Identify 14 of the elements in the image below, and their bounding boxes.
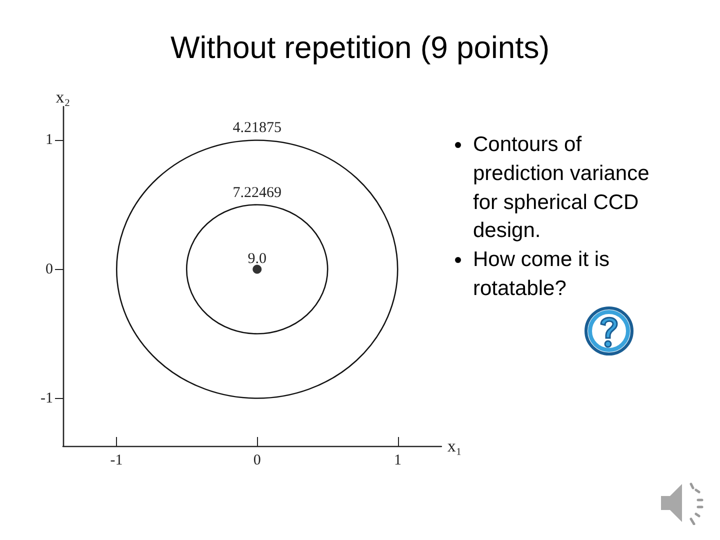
y-tick-label: 1 <box>46 132 53 148</box>
y-tick-label: -1 <box>40 390 53 406</box>
x-tick-label: 1 <box>394 452 402 468</box>
annotation: 7.22469 <box>232 184 282 202</box>
chart-title: Without repetition (9 points) <box>170 30 550 65</box>
annotation: 4.21875 <box>232 120 282 138</box>
y-axis-title: x₂ <box>56 88 70 107</box>
text: How come it is rotatable? <box>473 248 610 300</box>
x-tick-label: 0 <box>253 452 261 468</box>
x-axis-title: x₁ <box>447 436 462 456</box>
y-tick-label: 0 <box>46 261 53 278</box>
annotation: 9.0 <box>248 250 266 267</box>
text: Contours of prediction variance for spherical CCD design. <box>473 133 650 242</box>
x-tick-label: -1 <box>110 452 123 468</box>
